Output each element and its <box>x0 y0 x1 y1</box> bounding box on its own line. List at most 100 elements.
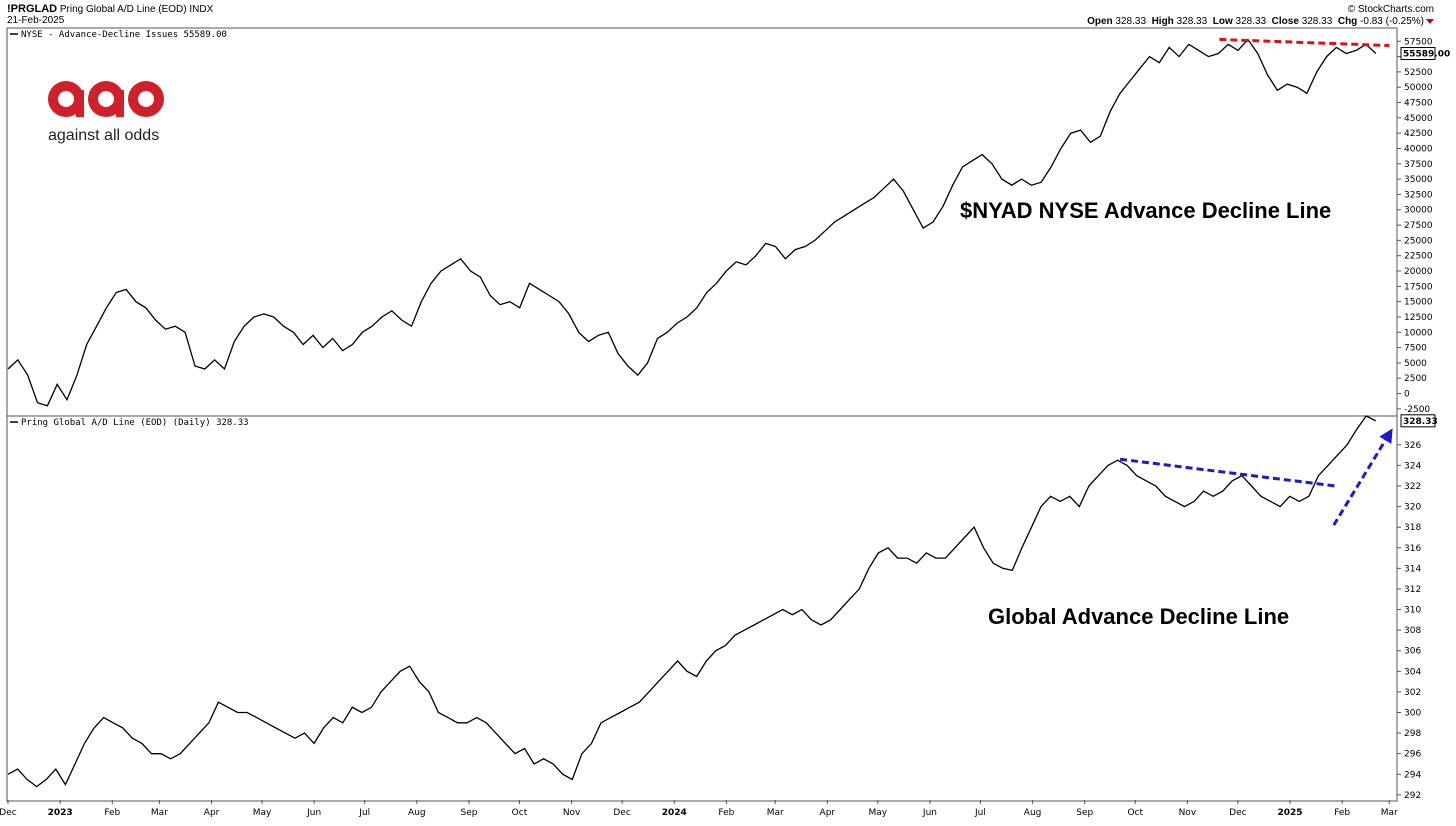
down-triangle-icon <box>1426 18 1434 24</box>
ohlc-readout: Open 328.33 High 328.33 Low 328.33 Close… <box>1087 16 1434 27</box>
y-tick-label: 324 <box>1404 461 1421 471</box>
bottom-last-value-text: 328.33 <box>1403 417 1438 427</box>
y-tick-label: 32500 <box>1404 190 1433 200</box>
chart-date: 21-Feb-2025 <box>7 15 65 26</box>
y-tick-label: 300 <box>1404 708 1421 718</box>
x-tick-label: Aug <box>1024 808 1042 818</box>
y-tick-label: 298 <box>1404 729 1421 739</box>
x-tick-label: Nov <box>1179 808 1197 818</box>
x-tick-label: Jun <box>922 808 937 818</box>
x-tick-label: Dec <box>1229 808 1246 818</box>
y-tick-label: 5000 <box>1404 359 1427 369</box>
y-tick-label: 15000 <box>1404 298 1433 308</box>
y-tick-label: 57500 <box>1404 37 1433 47</box>
bottom-annotation: Global Advance Decline Line <box>988 604 1289 629</box>
y-tick-label: 22500 <box>1404 252 1433 262</box>
x-tick-label: Oct <box>512 808 528 818</box>
nyad-series-line <box>7 38 1377 407</box>
y-tick-label: 322 <box>1404 482 1421 492</box>
x-tick-label: Dec <box>0 808 17 818</box>
chg-label: Chg <box>1337 16 1358 27</box>
y-tick-label: 320 <box>1404 503 1421 513</box>
y-tick-label: 40000 <box>1404 144 1433 154</box>
bottom-legend-text: Pring Global A/D Line (EOD) (Daily) 328.… <box>21 418 249 428</box>
close-label: Close <box>1271 16 1299 27</box>
x-tick-label: Oct <box>1127 808 1143 818</box>
x-tick-label: Apr <box>204 808 220 818</box>
high-label: High <box>1151 16 1174 27</box>
y-tick-label: 302 <box>1404 688 1421 698</box>
x-tick-label: Feb <box>718 808 734 818</box>
top-last-value-tag: 55589.00 <box>1400 47 1450 61</box>
open-label: Open <box>1087 16 1113 27</box>
y-tick-label: 12500 <box>1404 313 1433 323</box>
y-tick-label: 17500 <box>1404 282 1433 292</box>
y-tick-label: 312 <box>1404 585 1421 595</box>
y-tick-label: 308 <box>1404 626 1421 636</box>
y-tick-label: 42500 <box>1404 129 1433 139</box>
arrow-shaft <box>1332 439 1387 526</box>
y-tick-label: 10000 <box>1404 328 1433 338</box>
arrow-head-icon <box>1379 428 1393 444</box>
y-tick-label: 310 <box>1404 606 1421 616</box>
y-tick-label: 27500 <box>1404 221 1433 231</box>
global-ad-up-arrow <box>1332 428 1393 526</box>
top-y-axis: -2500 0 2500 5000 7500 10000 12500 15000 17500 20… <box>1397 37 1433 415</box>
x-tick-label: 2025 <box>1277 808 1302 818</box>
y-tick-label: 314 <box>1404 564 1421 574</box>
low-label: Low <box>1212 16 1233 27</box>
x-tick-label: Sep <box>460 808 477 818</box>
x-tick-label: Dec <box>613 808 630 818</box>
against-all-odds-logo: against all odds <box>48 81 164 144</box>
x-tick-label: May <box>869 808 888 818</box>
x-tick-label: Jun <box>306 808 321 818</box>
y-tick-label: 30000 <box>1404 206 1433 216</box>
y-tick-label: 292 <box>1404 791 1421 801</box>
chg-value: -0.83 (-0.25%) <box>1360 16 1424 27</box>
x-tick-label: Jul <box>974 808 986 818</box>
y-tick-label: 326 <box>1404 441 1421 451</box>
chart-title: !PRGLAD Pring Global A/D Line (EOD) INDX <box>7 3 214 16</box>
open-value: 328.33 <box>1115 16 1147 27</box>
top-legend: NYSE - Advance-Decline Issues 55589.00 <box>10 30 227 40</box>
close-value: 328.33 <box>1301 16 1333 27</box>
symbol-name: Pring Global A/D Line (EOD) <box>59 4 187 15</box>
symbol: !PRGLAD <box>7 3 58 15</box>
x-tick-label: Nov <box>563 808 581 818</box>
y-tick-label: 47500 <box>1404 99 1433 109</box>
y-tick-label: 50000 <box>1404 83 1433 93</box>
nyad-trendline <box>1219 37 1390 48</box>
stockcharts-brand[interactable]: © StockCharts.com <box>1347 4 1434 15</box>
top-last-value-text: 55589.00 <box>1403 50 1450 60</box>
x-tick-label: Apr <box>820 808 836 818</box>
y-tick-label: 52500 <box>1404 68 1433 78</box>
y-tick-label: 0 <box>1404 390 1410 400</box>
top-annotation: $NYAD NYSE Advance Decline Line <box>960 198 1331 223</box>
low-value: 328.33 <box>1235 16 1267 27</box>
bottom-last-value-tag: 328.33 <box>1400 414 1438 428</box>
y-tick-label: 2500 <box>1404 374 1427 384</box>
y-tick-label: 294 <box>1404 770 1421 780</box>
y-tick-label: 25000 <box>1404 236 1433 246</box>
exchange: INDX <box>189 4 214 15</box>
y-tick-label: 306 <box>1404 647 1421 657</box>
y-tick-label: 20000 <box>1404 267 1433 277</box>
x-tick-label: Mar <box>1381 808 1398 818</box>
bottom-y-axis: 292 294 296 298 300 302 304 306 308 310 312 314 316 3… <box>1397 441 1421 801</box>
y-tick-label: 45000 <box>1404 114 1433 124</box>
x-tick-label: Aug <box>408 808 426 818</box>
x-tick-label: Mar <box>151 808 168 818</box>
bottom-legend: Pring Global A/D Line (EOD) (Daily) 328.… <box>10 418 249 428</box>
y-tick-label: 304 <box>1404 667 1421 677</box>
x-tick-label: 2023 <box>48 808 73 818</box>
y-tick-label: 316 <box>1404 544 1421 554</box>
y-tick-label: -2500 <box>1404 405 1430 415</box>
bottom-panel-frame <box>6 415 1398 802</box>
high-value: 328.33 <box>1176 16 1208 27</box>
y-tick-label: 7500 <box>1404 344 1427 354</box>
y-tick-label: 318 <box>1404 523 1421 533</box>
x-tick-label: Sep <box>1076 808 1093 818</box>
x-tick-label: Feb <box>1334 808 1350 818</box>
logo-text: against all odds <box>48 127 159 144</box>
